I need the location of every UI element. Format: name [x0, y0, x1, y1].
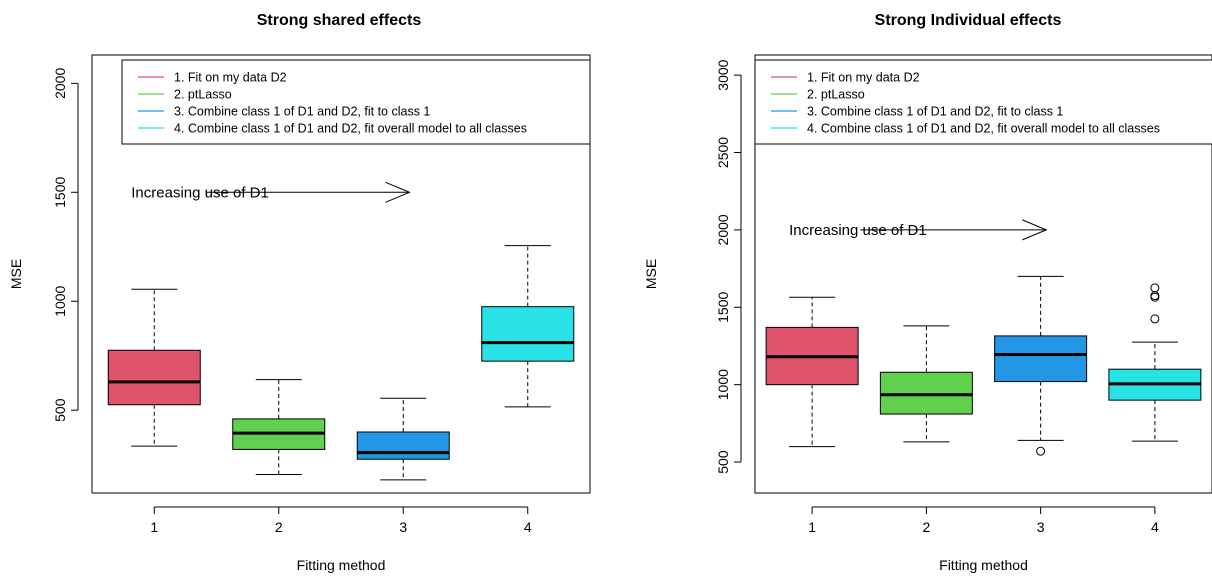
annotation-text: Increasing use of D1 — [131, 184, 269, 201]
panel-strong-shared-effects: Strong shared effects 500 1000 1500 2000 MSE 1… — [8, 12, 591, 573]
legend-entry: 4. Combine class 1 of D1 and D2, fit ove… — [807, 122, 1160, 136]
outlier-point — [1036, 446, 1046, 456]
x-tick-label: 2 — [922, 519, 930, 535]
y-tick-label: 1000 — [715, 369, 731, 400]
y-tick-label: 2000 — [52, 68, 68, 99]
x-tick-label: 4 — [1151, 519, 1159, 535]
plot-frame — [91, 54, 591, 494]
y-tick-label: 3000 — [715, 59, 731, 90]
plot-frame — [754, 54, 1212, 494]
box-4 — [1108, 283, 1202, 442]
legend-entry: 4. Combine class 1 of D1 and D2, fit ove… — [174, 122, 527, 136]
y-tick-label: 500 — [715, 450, 731, 474]
panel-strong-individual-effects: Strong Individual effects 500 1000 1500 2000… — [643, 12, 1212, 573]
x-tick-label: 1 — [808, 519, 816, 535]
chart-title: Strong Individual effects — [875, 12, 1062, 29]
y-tick-label: 1500 — [52, 177, 68, 208]
box-iqr — [879, 371, 973, 415]
legend: 1. Fit on my data D2 2. ptLasso 3. Combine… — [754, 59, 1212, 145]
outlier-point — [1150, 283, 1160, 293]
legend-frame — [754, 59, 1212, 145]
box-1 — [765, 296, 859, 448]
box-iqr — [107, 349, 201, 406]
legend-entry: 1. Fit on my data D2 — [807, 71, 920, 85]
annotation-arrowhead — [385, 181, 411, 203]
box-1 — [107, 288, 201, 447]
box-2 — [232, 379, 326, 475]
box-3 — [356, 397, 450, 481]
box-iqr — [356, 431, 450, 460]
annotation-arrowhead — [1022, 219, 1048, 241]
x-axis-label: Fitting method — [297, 557, 386, 573]
x-tick-label: 4 — [524, 519, 532, 535]
chart-title: Strong shared effects — [257, 12, 422, 29]
y-axis-label: MSE — [643, 259, 659, 289]
outlier-point — [1150, 314, 1160, 324]
box-iqr — [994, 335, 1088, 383]
legend-entry: 3. Combine class 1 of D1 and D2, fit to … — [807, 105, 1063, 119]
x-tick-label: 2 — [275, 519, 283, 535]
y-tick-label: 2000 — [715, 214, 731, 245]
y-tick-label: 1000 — [52, 285, 68, 316]
x-tick-label: 3 — [1037, 519, 1045, 535]
box-2 — [879, 325, 973, 443]
box-4 — [481, 245, 575, 408]
legend-entry: 2. ptLasso — [174, 88, 232, 102]
y-tick-label: 2500 — [715, 137, 731, 168]
y-tick-label: 500 — [52, 398, 68, 422]
legend-entry: 3. Combine class 1 of D1 and D2, fit to … — [174, 105, 430, 119]
y-tick-label: 1500 — [715, 291, 731, 322]
x-tick-label: 1 — [150, 519, 158, 535]
x-axis-label: Fitting method — [939, 557, 1028, 573]
legend-entry: 2. ptLasso — [807, 88, 865, 102]
y-axis-label: MSE — [8, 259, 24, 289]
box-iqr — [481, 306, 575, 362]
legend-entry: 1. Fit on my data D2 — [174, 71, 287, 85]
legend: 1. Fit on my data D2 2. ptLasso 3. Combine… — [121, 59, 591, 145]
x-tick-label: 3 — [399, 519, 407, 535]
annotation-text: Increasing use of D1 — [789, 222, 927, 239]
legend-frame — [121, 59, 591, 145]
box-3 — [994, 275, 1088, 456]
